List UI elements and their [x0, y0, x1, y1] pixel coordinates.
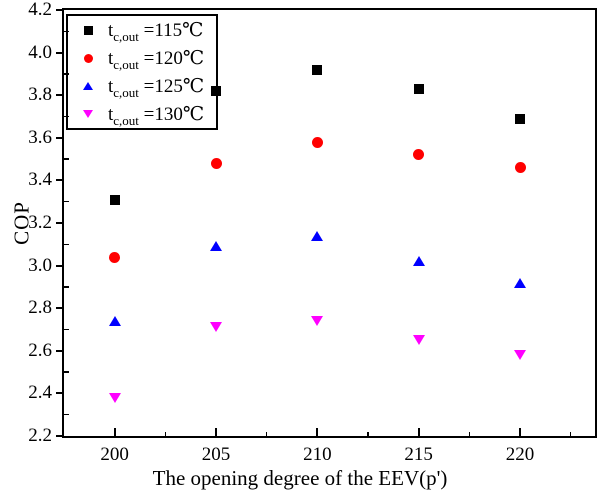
y-tick-label: 2.8 — [28, 297, 52, 319]
plot-area: tc,out =115℃ tc,out =120℃ tc,out =125℃ tc,o… — [28, 0, 597, 465]
x-minor-tick — [468, 432, 471, 436]
legend-marker — [78, 53, 98, 63]
y-tick-label: 3.8 — [28, 84, 52, 106]
triangle-down-marker-icon — [108, 392, 121, 403]
triangle-down-marker-icon — [514, 350, 526, 361]
square-marker-icon — [211, 85, 221, 96]
triangle-up-marker-icon — [514, 277, 526, 288]
x-tick-label: 205 — [201, 444, 231, 465]
x-minor-tick — [265, 432, 268, 436]
legend-item: tc,out =130℃ — [68, 100, 216, 128]
x-major-tick — [215, 428, 217, 436]
legend-label: tc,out =125℃ — [108, 75, 205, 100]
triangle-up-marker-icon — [210, 241, 222, 252]
square-marker-icon — [83, 25, 93, 35]
circle-marker-icon — [83, 53, 93, 63]
x-minor-tick — [367, 432, 369, 436]
triangle-up-marker-icon — [311, 230, 324, 241]
y-tick-label: 4.0 — [28, 41, 52, 63]
y-major-tick — [56, 179, 64, 182]
y-tick-label: 4.2 — [28, 0, 52, 20]
circle-marker-icon — [210, 157, 222, 169]
y-major-tick — [56, 94, 64, 97]
y-tick-label: 2.4 — [28, 382, 52, 404]
legend-label: tc,out =115℃ — [108, 19, 204, 44]
circle-marker-icon — [413, 149, 425, 161]
legend-label: tc,out =120℃ — [108, 47, 205, 72]
x-minor-tick — [569, 432, 572, 436]
legend-item: tc,out =115℃ — [68, 16, 216, 44]
y-major-tick — [56, 136, 64, 139]
y-minor-tick — [64, 371, 69, 373]
x-tick-label: 200 — [100, 444, 129, 465]
y-major-tick — [56, 264, 64, 267]
y-tick-label: 3.4 — [28, 169, 52, 191]
triangle-up-marker-icon — [412, 256, 425, 267]
y-major-tick — [56, 392, 64, 395]
y-tick-label: 3.0 — [28, 254, 52, 276]
x-major-tick — [316, 428, 319, 436]
x-major-tick — [113, 428, 116, 436]
x-tick-label: 220 — [505, 444, 535, 465]
x-major-tick — [417, 428, 420, 436]
x-axis-title: The opening degree of the EEV(p') — [152, 466, 448, 490]
y-minor-tick — [64, 73, 69, 75]
triangle-down-marker-icon — [412, 335, 425, 346]
x-tick-label: 215 — [404, 444, 433, 465]
y-major-tick — [56, 435, 64, 437]
square-marker-icon — [413, 83, 424, 94]
y-minor-tick — [64, 158, 69, 160]
y-tick-label: 3.2 — [28, 212, 52, 233]
square-marker-icon — [515, 113, 525, 124]
legend-label: tc,out =130℃ — [108, 103, 205, 128]
circle-marker-icon — [514, 162, 526, 174]
y-major-tick — [56, 307, 64, 310]
y-major-tick — [56, 222, 64, 224]
legend-marker — [78, 82, 98, 90]
legend-item: tc,out =120℃ — [68, 44, 216, 72]
y-minor-tick — [64, 200, 69, 203]
circle-marker-icon — [109, 251, 121, 263]
y-tick-label: 2.6 — [28, 339, 52, 361]
y-tick-label: 3.6 — [28, 126, 52, 148]
y-tick-label: 2.2 — [28, 425, 52, 446]
legend-marker — [78, 110, 98, 118]
y-minor-tick — [64, 243, 69, 246]
y-minor-tick — [64, 30, 69, 33]
legend-box: tc,out =115℃ tc,out =120℃ tc,out =125℃ tc,o… — [66, 14, 218, 130]
triangle-down-marker-icon — [311, 315, 324, 326]
y-minor-tick — [64, 413, 69, 416]
y-major-tick — [56, 9, 64, 11]
triangle-up-marker-icon — [83, 82, 93, 90]
legend-item: tc,out =125℃ — [68, 72, 216, 100]
triangle-down-marker-icon — [210, 322, 222, 333]
triangle-up-marker-icon — [108, 315, 121, 326]
triangle-down-marker-icon — [83, 110, 93, 118]
x-major-tick — [519, 428, 521, 436]
x-tick-label: 210 — [303, 444, 332, 465]
y-minor-tick — [64, 328, 69, 331]
legend-marker — [78, 25, 98, 35]
y-minor-tick — [64, 286, 69, 288]
y-major-tick — [56, 349, 64, 352]
square-marker-icon — [312, 64, 323, 75]
y-minor-tick — [64, 115, 69, 118]
x-minor-tick — [164, 432, 167, 436]
circle-marker-icon — [311, 136, 323, 148]
y-major-tick — [56, 51, 64, 54]
square-marker-icon — [109, 194, 120, 205]
